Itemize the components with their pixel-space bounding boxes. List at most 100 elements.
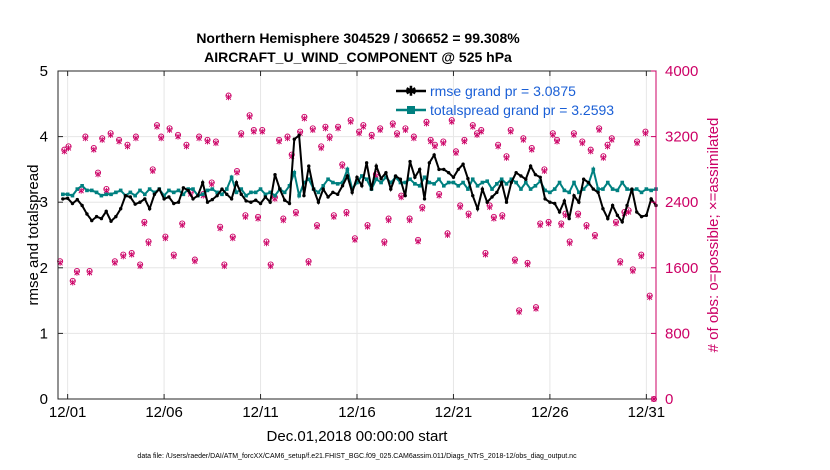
spread-point [200, 192, 205, 197]
rmse-point [403, 193, 407, 198]
spread-point [143, 192, 147, 197]
spread-point [205, 188, 210, 193]
obs-assimilated-point [263, 240, 270, 247]
obs-assimilated-point [617, 259, 623, 266]
rmse-point [620, 220, 624, 224]
rmse-point [524, 177, 528, 181]
spread-point [461, 180, 465, 185]
rmse-point [61, 197, 65, 201]
spread-point [176, 188, 181, 193]
spread-point [326, 177, 330, 182]
obs-assimilated-point [402, 127, 409, 134]
spread-point [470, 177, 475, 182]
obs-assimilated-point [625, 209, 632, 216]
spread-point [374, 177, 379, 182]
spread-point [162, 193, 166, 198]
rmse-point [292, 137, 297, 141]
rmse-point [123, 193, 128, 198]
obs-assimilated-point [158, 135, 164, 142]
obs-assimilated-point [124, 143, 131, 150]
rmse-point [480, 187, 485, 191]
spread-point [104, 192, 109, 197]
rmse-point [162, 197, 166, 201]
rmse-point [413, 175, 417, 179]
spread-point [268, 190, 272, 195]
rmse-point [258, 201, 263, 206]
rmse-point [446, 170, 451, 175]
obs-assimilated-point [630, 268, 636, 275]
spread-point [239, 187, 244, 191]
rmse-point [302, 193, 306, 198]
obs-assimilated-point [482, 251, 489, 258]
rmse-point [649, 197, 653, 201]
spread-point [533, 184, 538, 188]
rmse-point [109, 219, 113, 223]
chart-title-line1: Northern Hemisphere 304529 / 306652 = 99… [196, 30, 520, 46]
spread-point [118, 188, 123, 193]
obs-assimilated-point [537, 222, 543, 229]
rmse-point [360, 184, 364, 188]
spread-point [263, 192, 268, 197]
obs-assimilated-point [246, 113, 253, 120]
obs-assimilated-point [394, 131, 400, 138]
y-tick-label-right: 3200 [665, 129, 698, 146]
obs-assimilated-point [646, 294, 653, 301]
obs-assimilated-point [183, 143, 190, 150]
obs-assimilated-point [419, 205, 425, 212]
rmse-point [75, 197, 79, 202]
obs-assimilated-point [524, 261, 531, 268]
obs-assimilated-point [74, 269, 80, 276]
rmse-point [196, 193, 200, 198]
obs-assimilated-point [364, 223, 371, 230]
spread-point [335, 182, 340, 186]
spread-point [152, 190, 157, 195]
obs-assimilated-point [225, 94, 232, 101]
obs-assimilated-point [137, 263, 143, 270]
rmse-point [234, 180, 239, 185]
rmse-point [572, 193, 576, 198]
spread-point [340, 180, 345, 185]
obs-assimilated-point [230, 235, 236, 242]
obs-assimilated-point [284, 135, 291, 142]
spread-point [167, 188, 171, 193]
rmse-point [200, 180, 205, 185]
x-tick-label: 12/26 [531, 404, 569, 421]
spread-point [306, 177, 311, 182]
spread-point [495, 182, 499, 186]
spread-point [437, 177, 441, 182]
obs-assimilated-point [339, 163, 345, 170]
spread-point [89, 188, 94, 193]
obs-assimilated-point [520, 136, 527, 143]
spread-point [292, 170, 297, 175]
spread-point [384, 175, 388, 180]
chart-title-line2: AIRCRAFT_U_WIND_COMPONENT @ 525 hPa [204, 49, 512, 65]
rmse-point [577, 200, 581, 204]
spread-point [548, 190, 552, 195]
obs-assimilated-point [533, 305, 539, 312]
obs-assimilated-point [267, 263, 274, 270]
spread-point [80, 184, 84, 188]
rmse-point [143, 197, 147, 201]
obs-assimilated-point [310, 127, 316, 134]
obs-assimilated-point [588, 148, 594, 155]
obs-assimilated-point [512, 258, 518, 265]
rmse-point [408, 159, 412, 164]
rmse-point [471, 193, 475, 198]
rmse-point [138, 200, 142, 204]
x-axis-label: Dec.01,2018 00:00:00 start [267, 428, 449, 445]
rmse-point [345, 174, 350, 178]
rmse-point [456, 167, 460, 172]
rmse-point [485, 200, 489, 204]
rmse-point [432, 153, 436, 157]
spread-point [509, 177, 514, 182]
obs-assimilated-point [507, 128, 514, 135]
obs-assimilated-point [99, 136, 105, 143]
obs-assimilated-point [583, 223, 590, 230]
spread-point [282, 190, 287, 195]
spread-point [249, 190, 253, 195]
rmse-point [635, 210, 639, 214]
spread-point [408, 177, 412, 182]
x-tick-label: 12/16 [338, 404, 376, 421]
spread-point [456, 184, 461, 188]
spread-point [634, 187, 639, 191]
